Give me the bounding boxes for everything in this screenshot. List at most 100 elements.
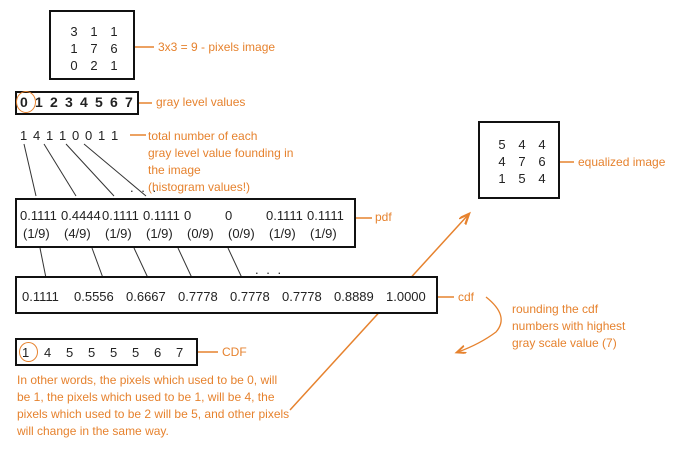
gray-level-value: 6: [110, 94, 118, 110]
equalized-matrix-cell: 5: [498, 137, 506, 152]
equalized-matrix-cell: 7: [518, 154, 526, 169]
gray-level-value: 5: [95, 94, 103, 110]
pdf-fraction: (1/9): [146, 226, 173, 241]
gray-level-value: 3: [65, 94, 73, 110]
CDF-label: CDF: [222, 345, 247, 359]
histogram-value: 1: [111, 128, 119, 143]
histogram-value: 1: [59, 128, 67, 143]
histogram-label-line: total number of each: [148, 129, 258, 143]
cdf-value: 1.0000: [386, 289, 426, 304]
CDF-value: 7: [176, 345, 184, 360]
cdf-values-row: 0.1111 0.5556 0.6667 0.7778 0.7778 0.7778 0.88…: [22, 289, 438, 304]
equalized-matrix-cell: 6: [538, 154, 546, 169]
pdf-fraction: (1/9): [23, 226, 50, 241]
pdf-value: 0.1111: [102, 208, 139, 223]
cdf-value: 0.1111: [22, 289, 59, 304]
CDF-box: [15, 338, 198, 366]
pdf-value: 0.1111: [20, 208, 57, 223]
rounding-note-line: numbers with highest: [512, 319, 626, 333]
rounding-note: rounding the cdf numbers with highest gray…: [512, 301, 625, 352]
cdf-value: 0.7778: [178, 289, 218, 304]
pdf-ellipsis: . . .: [255, 262, 284, 277]
input-matrix-cell: 6: [110, 41, 118, 56]
equalized-matrix-cell: 1: [498, 171, 506, 186]
pdf-value: 0: [225, 208, 233, 223]
histogram-ellipsis: . . .: [130, 180, 159, 195]
pdf-value: 0.1111: [266, 208, 303, 223]
explanation-line: be 1, the pixels which used to be 1, wil…: [17, 390, 275, 404]
input-matrix-cell: 0: [70, 58, 78, 73]
cdf-value: 0.6667: [126, 289, 166, 304]
cdf-box: [15, 276, 438, 314]
gray-level-value: 1: [35, 94, 43, 110]
gray-level-value: 7: [125, 94, 133, 110]
histogram-value: 1: [46, 128, 54, 143]
pdf-value: 0.1111: [307, 208, 344, 223]
CDF-value: 5: [110, 345, 118, 360]
input-matrix-cell: 3: [70, 24, 78, 39]
histogram-value: 1: [20, 128, 28, 143]
cdf-value: 0.7778: [282, 289, 322, 304]
pdf-fraction: (0/9): [187, 226, 214, 241]
explanation-text: In other words, the pixels which used to…: [17, 372, 289, 440]
input-matrix-cell: 7: [90, 41, 98, 56]
CDF-value: 4: [44, 345, 52, 360]
pdf-fraction: (0/9): [228, 226, 255, 241]
gray-level-value: 2: [50, 94, 58, 110]
gray-level-label: gray level values: [156, 95, 246, 109]
cdf-label: cdf: [458, 290, 475, 304]
cdf-value: 0.5556: [74, 289, 114, 304]
explanation-line: In other words, the pixels which used to…: [17, 373, 278, 387]
gray-level-value: 4: [80, 94, 88, 110]
pdf-fraction: (4/9): [64, 226, 91, 241]
histogram-label-line: (histogram values!): [148, 180, 251, 194]
CDF-value: 5: [66, 345, 74, 360]
CDF-value: 5: [132, 345, 140, 360]
input-matrix-cell: 1: [90, 24, 98, 39]
pdf-values-row: 0.1111 0.4444 0.1111 0.1111 0 0 0.1111 0.1111: [20, 208, 348, 223]
pdf-label: pdf: [375, 210, 392, 224]
rounding-note-line: rounding the cdf: [512, 302, 599, 316]
input-matrix-cell: 1: [70, 41, 78, 56]
rounding-note-line: gray scale value (7): [512, 336, 617, 350]
equalized-matrix-cell: 4: [538, 137, 546, 152]
cdf-value: 0.7778: [230, 289, 270, 304]
equalized-matrix-cell: 4: [498, 154, 506, 169]
CDF-value: 6: [154, 345, 162, 360]
pdf-fraction: (1/9): [310, 226, 337, 241]
pdf-value: 0: [184, 208, 192, 223]
histogram-value: 1: [98, 128, 106, 143]
pdf-fraction: (1/9): [105, 226, 132, 241]
equalized-matrix-cell: 4: [518, 137, 526, 152]
one-highlight-circle: [19, 342, 38, 362]
equalized-matrix-cell: 4: [538, 171, 546, 186]
cdf-value: 0.8889: [334, 289, 374, 304]
histogram-label: total number of each gray level value fou…: [148, 128, 293, 196]
pdf-fraction: (1/9): [269, 226, 296, 241]
input-image-label: 3x3 = 9 - pixels image: [158, 40, 276, 54]
histogram-value: 0: [72, 128, 80, 143]
pdf-value: 0.1111: [143, 208, 180, 223]
pdf-box: [15, 198, 356, 248]
histogram-label-line: gray level value founding in: [148, 146, 294, 160]
histogram-label-line: the image: [148, 163, 201, 177]
histogram-value: 0: [85, 128, 93, 143]
input-matrix-cell: 1: [110, 58, 118, 73]
equalized-matrix-cell: 5: [518, 171, 526, 186]
pdf-value: 0.4444: [61, 208, 101, 223]
zero-highlight-circle: [16, 91, 36, 113]
input-matrix-cell: 1: [110, 24, 118, 39]
input-matrix-cell: 2: [90, 58, 98, 73]
pdf-fractions-row: (1/9) (4/9) (1/9) (1/9) (0/9) (0/9) (1/9) (1/9): [20, 226, 348, 241]
gray-level-box: [15, 91, 139, 115]
explanation-line: will change in the same way.: [17, 424, 169, 438]
explanation-line: pixels which used to be 2 will be 5, and…: [17, 407, 290, 421]
equalized-image-label: equalized image: [578, 155, 666, 169]
